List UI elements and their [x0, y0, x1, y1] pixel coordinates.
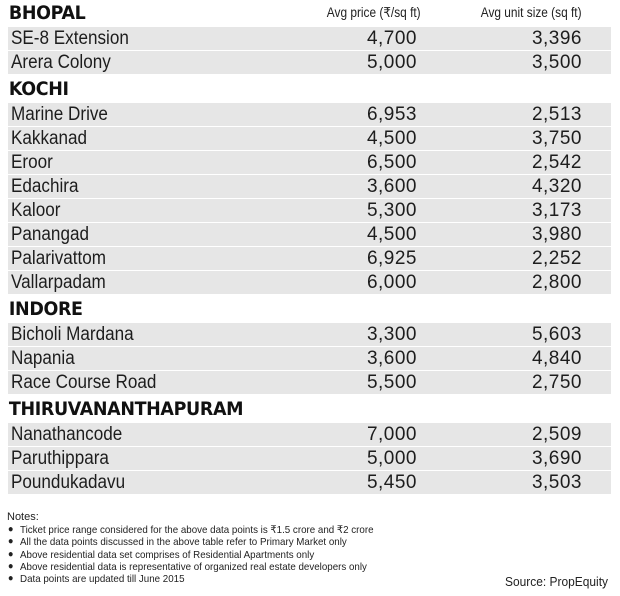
city-title: INDORE — [8, 298, 83, 320]
avg-price: 6,953 — [366, 104, 417, 125]
locality-name: Edachira — [11, 176, 79, 197]
table-row: Nanathancode 7,000 2,509 — [8, 423, 611, 447]
avg-unit-size: 4,320 — [531, 176, 582, 197]
avg-price: 3,600 — [366, 348, 417, 369]
column-header-size: Avg unit size (sq ft) — [481, 5, 582, 20]
avg-unit-size: 3,173 — [531, 200, 582, 221]
locality-name: Kaloor — [11, 200, 61, 221]
avg-unit-size: 3,500 — [531, 52, 582, 73]
note-text: Above residential data set comprises of … — [20, 548, 315, 561]
locality-name: Napania — [11, 348, 75, 369]
bullet-icon: ● — [7, 573, 14, 585]
avg-price: 5,300 — [366, 200, 417, 221]
notes-title: Notes: — [7, 511, 39, 523]
note-item: ● Above residential data is representativ… — [7, 561, 398, 573]
bullet-icon: ● — [7, 524, 14, 535]
locality-name: Palarivattom — [11, 248, 107, 269]
note-text: Data points are updated till June 2015 — [20, 573, 185, 586]
table-row: Bicholi Mardana 3,300 5,603 — [8, 323, 611, 347]
bullet-icon: ● — [7, 560, 14, 572]
locality-name: Kakkanad — [11, 128, 88, 149]
avg-price: 7,000 — [366, 424, 417, 445]
note-item: ● Ticket price range considered for the a… — [7, 524, 398, 536]
locality-name: Poundukadavu — [11, 472, 126, 493]
avg-price: 6,000 — [366, 272, 417, 293]
locality-name: Bicholi Mardana — [11, 324, 134, 345]
city-title: KOCHI — [8, 78, 69, 100]
note-text: Above residential data is representative… — [20, 560, 367, 573]
price-table: BHOPAL Avg price (₹/sq ft) Avg unit size… — [8, 0, 611, 495]
table-row: Kaloor 5,300 3,173 — [8, 199, 611, 223]
avg-unit-size: 3,690 — [531, 448, 582, 469]
avg-unit-size: 2,513 — [531, 104, 582, 125]
avg-unit-size: 2,252 — [531, 248, 582, 269]
table-row: Edachira 3,600 4,320 — [8, 175, 611, 199]
table-row: Napania 3,600 4,840 — [8, 347, 611, 371]
city-title: BHOPAL — [8, 2, 86, 24]
avg-price: 3,600 — [366, 176, 417, 197]
avg-price: 5,000 — [366, 448, 417, 469]
avg-price: 4,500 — [366, 128, 417, 149]
avg-unit-size: 3,750 — [531, 128, 582, 149]
table-row: Palarivattom 6,925 2,252 — [8, 247, 611, 271]
locality-name: Paruthippara — [11, 448, 109, 469]
avg-price: 5,500 — [366, 372, 417, 393]
locality-name: Race Course Road — [11, 372, 157, 393]
avg-unit-size: 2,750 — [531, 372, 582, 393]
avg-unit-size: 2,800 — [531, 272, 582, 293]
avg-price: 4,700 — [366, 28, 417, 49]
note-text: Ticket price range considered for the ab… — [20, 524, 374, 536]
locality-name: Panangad — [11, 224, 89, 245]
city-title: THIRUVANANTHAPURAM — [8, 398, 244, 420]
bullet-icon: ● — [7, 536, 14, 548]
avg-price: 6,925 — [366, 248, 417, 269]
section-header-indore: INDORE — [8, 295, 611, 323]
avg-unit-size: 3,396 — [531, 28, 582, 49]
avg-price: 5,450 — [366, 472, 417, 493]
note-item: ● Data points are updated till June 2015 — [7, 573, 398, 585]
section-header-bhopal: BHOPAL Avg price (₹/sq ft) Avg unit size… — [8, 0, 611, 27]
locality-name: SE-8 Extension — [11, 28, 129, 49]
table-row: Marine Drive 6,953 2,513 — [8, 103, 611, 127]
avg-price: 5,000 — [366, 52, 417, 73]
avg-price: 4,500 — [366, 224, 417, 245]
note-item: ● Above residential data set comprises o… — [7, 549, 398, 561]
avg-unit-size: 4,840 — [531, 348, 582, 369]
table-row: Race Course Road 5,500 2,750 — [8, 371, 611, 395]
section-header-kochi: KOCHI — [8, 75, 611, 103]
locality-name: Nanathancode — [11, 424, 123, 445]
avg-unit-size: 2,509 — [531, 424, 582, 445]
locality-name: Eroor — [11, 152, 53, 173]
table-row: Kakkanad 4,500 3,750 — [8, 127, 611, 151]
note-item: ● All the data points discussed in the ab… — [7, 536, 398, 548]
locality-name: Marine Drive — [11, 104, 108, 125]
table-row: Paruthippara 5,000 3,690 — [8, 447, 611, 471]
locality-name: Arera Colony — [11, 52, 111, 73]
table-row: Poundukadavu 5,450 3,503 — [8, 471, 611, 495]
avg-unit-size: 2,542 — [531, 152, 582, 173]
avg-unit-size: 3,503 — [531, 472, 582, 493]
source-credit: Source: PropEquity — [504, 574, 608, 589]
avg-unit-size: 5,603 — [531, 324, 582, 345]
avg-price: 3,300 — [366, 324, 417, 345]
section-header-thiruvananthapuram: THIRUVANANTHAPURAM — [8, 395, 611, 423]
notes-list: ● Ticket price range considered for the a… — [7, 524, 427, 585]
table-row: Panangad 4,500 3,980 — [8, 223, 611, 247]
avg-price: 6,500 — [366, 152, 417, 173]
column-header-price: Avg price (₹/sq ft) — [327, 5, 421, 20]
table-row: Eroor 6,500 2,542 — [8, 151, 611, 175]
table-row: Arera Colony 5,000 3,500 — [8, 51, 611, 75]
avg-unit-size: 3,980 — [531, 224, 582, 245]
bullet-icon: ● — [7, 548, 14, 560]
note-text: All the data points discussed in the abo… — [20, 536, 347, 549]
table-row: Vallarpadam 6,000 2,800 — [8, 271, 611, 295]
notes-section: Notes: ● Ticket price range considered fo… — [7, 511, 427, 585]
table-row: SE-8 Extension 4,700 3,396 — [8, 27, 611, 51]
locality-name: Vallarpadam — [11, 272, 106, 293]
